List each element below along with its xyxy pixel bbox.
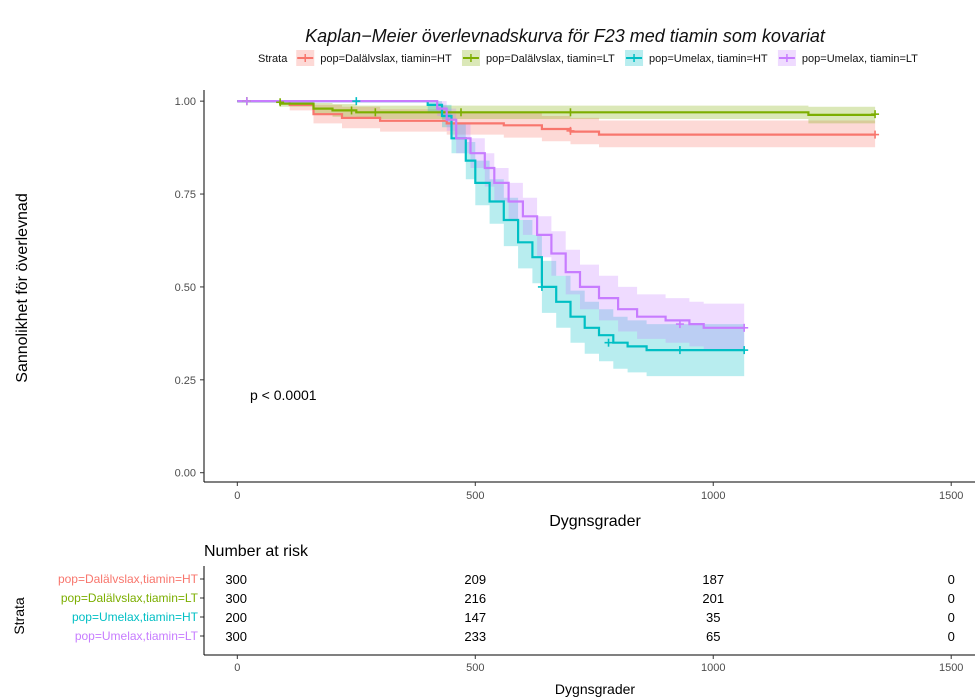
risk-row-pop-umelax-tiamin-lt: pop=Umelax,tiamin=LT 300 233 65 0 xyxy=(75,629,955,644)
y-axis-ticks: 0.00 0.25 0.50 0.75 1.00 xyxy=(175,96,204,480)
censor-mark xyxy=(371,108,380,117)
risk-x-tick-label: 1000 xyxy=(701,662,725,674)
x-tick-label: 0 xyxy=(234,490,240,502)
risk-cell: 35 xyxy=(706,610,720,625)
risk-row-label: pop=Dalälvslax,tiamin=LT xyxy=(61,591,199,605)
risk-cell: 216 xyxy=(464,591,486,606)
y-axis-label: Sannolikhet för överlevnad xyxy=(14,193,31,382)
risk-table-title: Number at risk xyxy=(204,543,309,560)
legend-label: pop=Dalälvslax, tiamin=LT xyxy=(486,53,615,65)
risk-cell: 0 xyxy=(948,572,955,587)
risk-row-pop-dal-lvslax-tiamin-ht: pop=Dalälvslax,tiamin=HT 300 209 187 0 xyxy=(58,572,955,587)
censor-mark xyxy=(457,108,465,117)
censor-mark xyxy=(675,320,684,329)
legend: Strata pop=Dalälvslax, tiamin=HT pop=Dalä… xyxy=(258,50,918,66)
censor-mark xyxy=(871,130,880,139)
x-tick-label: 1500 xyxy=(939,490,963,502)
risk-table-x-label: Dygnsgrader xyxy=(555,681,635,697)
risk-row-label: pop=Dalälvslax,tiamin=HT xyxy=(58,572,199,586)
censor-mark xyxy=(740,346,749,355)
censor-mark xyxy=(242,97,251,106)
risk-table-x-ticks: 0 500 1000 1500 xyxy=(234,655,963,674)
risk-cell: 209 xyxy=(464,572,486,587)
survival-curve-pop-umelax-tiamin-lt xyxy=(237,100,745,329)
legend-item-pop-umelax-tiamin-ht: pop=Umelax, tiamin=HT xyxy=(625,50,768,66)
y-tick-label: 1.00 xyxy=(175,96,196,108)
risk-cell: 300 xyxy=(225,572,247,587)
risk-row-label: pop=Umelax,tiamin=HT xyxy=(72,610,199,624)
y-tick-label: 0.75 xyxy=(175,189,196,201)
censor-mark xyxy=(604,338,613,347)
censor-mark xyxy=(871,110,880,119)
legend-item-pop-umelax-tiamin-lt: pop=Umelax, tiamin=LT xyxy=(777,50,918,66)
x-axis-label: Dygnsgrader xyxy=(549,513,641,530)
risk-x-tick-label: 500 xyxy=(466,662,484,674)
censor-mark xyxy=(675,346,684,355)
risk-cell: 201 xyxy=(702,591,724,606)
censor-mark xyxy=(566,108,575,117)
risk-cell: 187 xyxy=(702,572,724,587)
legend-title: Strata xyxy=(258,53,288,65)
risk-x-tick-label: 0 xyxy=(234,662,240,674)
risk-row-label: pop=Umelax,tiamin=LT xyxy=(75,629,199,643)
confidence-bands xyxy=(237,101,876,377)
legend-label: pop=Umelax, tiamin=HT xyxy=(649,53,768,65)
y-tick-label: 0.50 xyxy=(175,282,196,294)
risk-cell: 147 xyxy=(464,610,486,625)
legend-label: pop=Umelax, tiamin=LT xyxy=(802,53,918,65)
x-tick-label: 500 xyxy=(466,490,484,502)
risk-cell: 200 xyxy=(225,610,247,625)
y-tick-label: 0.25 xyxy=(175,375,196,387)
risk-cell: 300 xyxy=(225,591,247,606)
x-axis-ticks: 0 500 1000 1500 xyxy=(234,482,963,502)
risk-cell: 0 xyxy=(948,629,955,644)
risk-cell: 0 xyxy=(948,591,955,606)
risk-x-tick-label: 1500 xyxy=(939,662,963,674)
censor-mark xyxy=(537,282,546,291)
censor-marks xyxy=(242,97,880,355)
risk-row-pop-umelax-tiamin-ht: pop=Umelax,tiamin=HT 200 147 35 0 xyxy=(72,610,955,625)
p-value-annotation: p < 0.0001 xyxy=(250,387,317,403)
censor-mark xyxy=(740,323,749,332)
chart-title: Kaplan−Meier överlevnadskurva för F23 me… xyxy=(305,26,826,46)
risk-table: Number at risk pop=Dalälvslax,tiamin=HT 3… xyxy=(11,543,975,697)
legend-label: pop=Dalälvslax, tiamin=HT xyxy=(320,53,452,65)
censor-mark xyxy=(566,126,575,135)
survival-plot-panel: 0 500 1000 1500 0.00 0.25 0.50 0.75 1.00 p < 0.… xyxy=(14,90,975,530)
survival-curve-pop-umelax-tiamin-ht xyxy=(237,100,745,352)
legend-item-pop-dal-lvslax-tiamin-lt: pop=Dalälvslax, tiamin=LT xyxy=(461,50,615,66)
censor-mark xyxy=(347,106,356,115)
x-tick-label: 1000 xyxy=(701,490,725,502)
ci-band-pop-umelax-tiamin-lt xyxy=(237,101,745,351)
censor-mark xyxy=(352,97,361,106)
risk-row-pop-dal-lvslax-tiamin-lt: pop=Dalälvslax,tiamin=LT 300 216 201 0 xyxy=(61,591,955,606)
risk-cell: 65 xyxy=(706,629,720,644)
legend-item-pop-dal-lvslax-tiamin-ht: pop=Dalälvslax, tiamin=HT xyxy=(296,50,452,66)
risk-table-rows: pop=Dalälvslax,tiamin=HT 300 209 187 0pop=Da… xyxy=(58,572,955,644)
risk-cell: 233 xyxy=(464,629,486,644)
y-tick-label: 0.00 xyxy=(175,468,196,480)
risk-table-y-label: Strata xyxy=(11,597,27,635)
censor-mark xyxy=(276,98,285,107)
risk-cell: 300 xyxy=(225,629,247,644)
risk-cell: 0 xyxy=(948,610,955,625)
ci-band-pop-umelax-tiamin-ht xyxy=(237,101,745,377)
